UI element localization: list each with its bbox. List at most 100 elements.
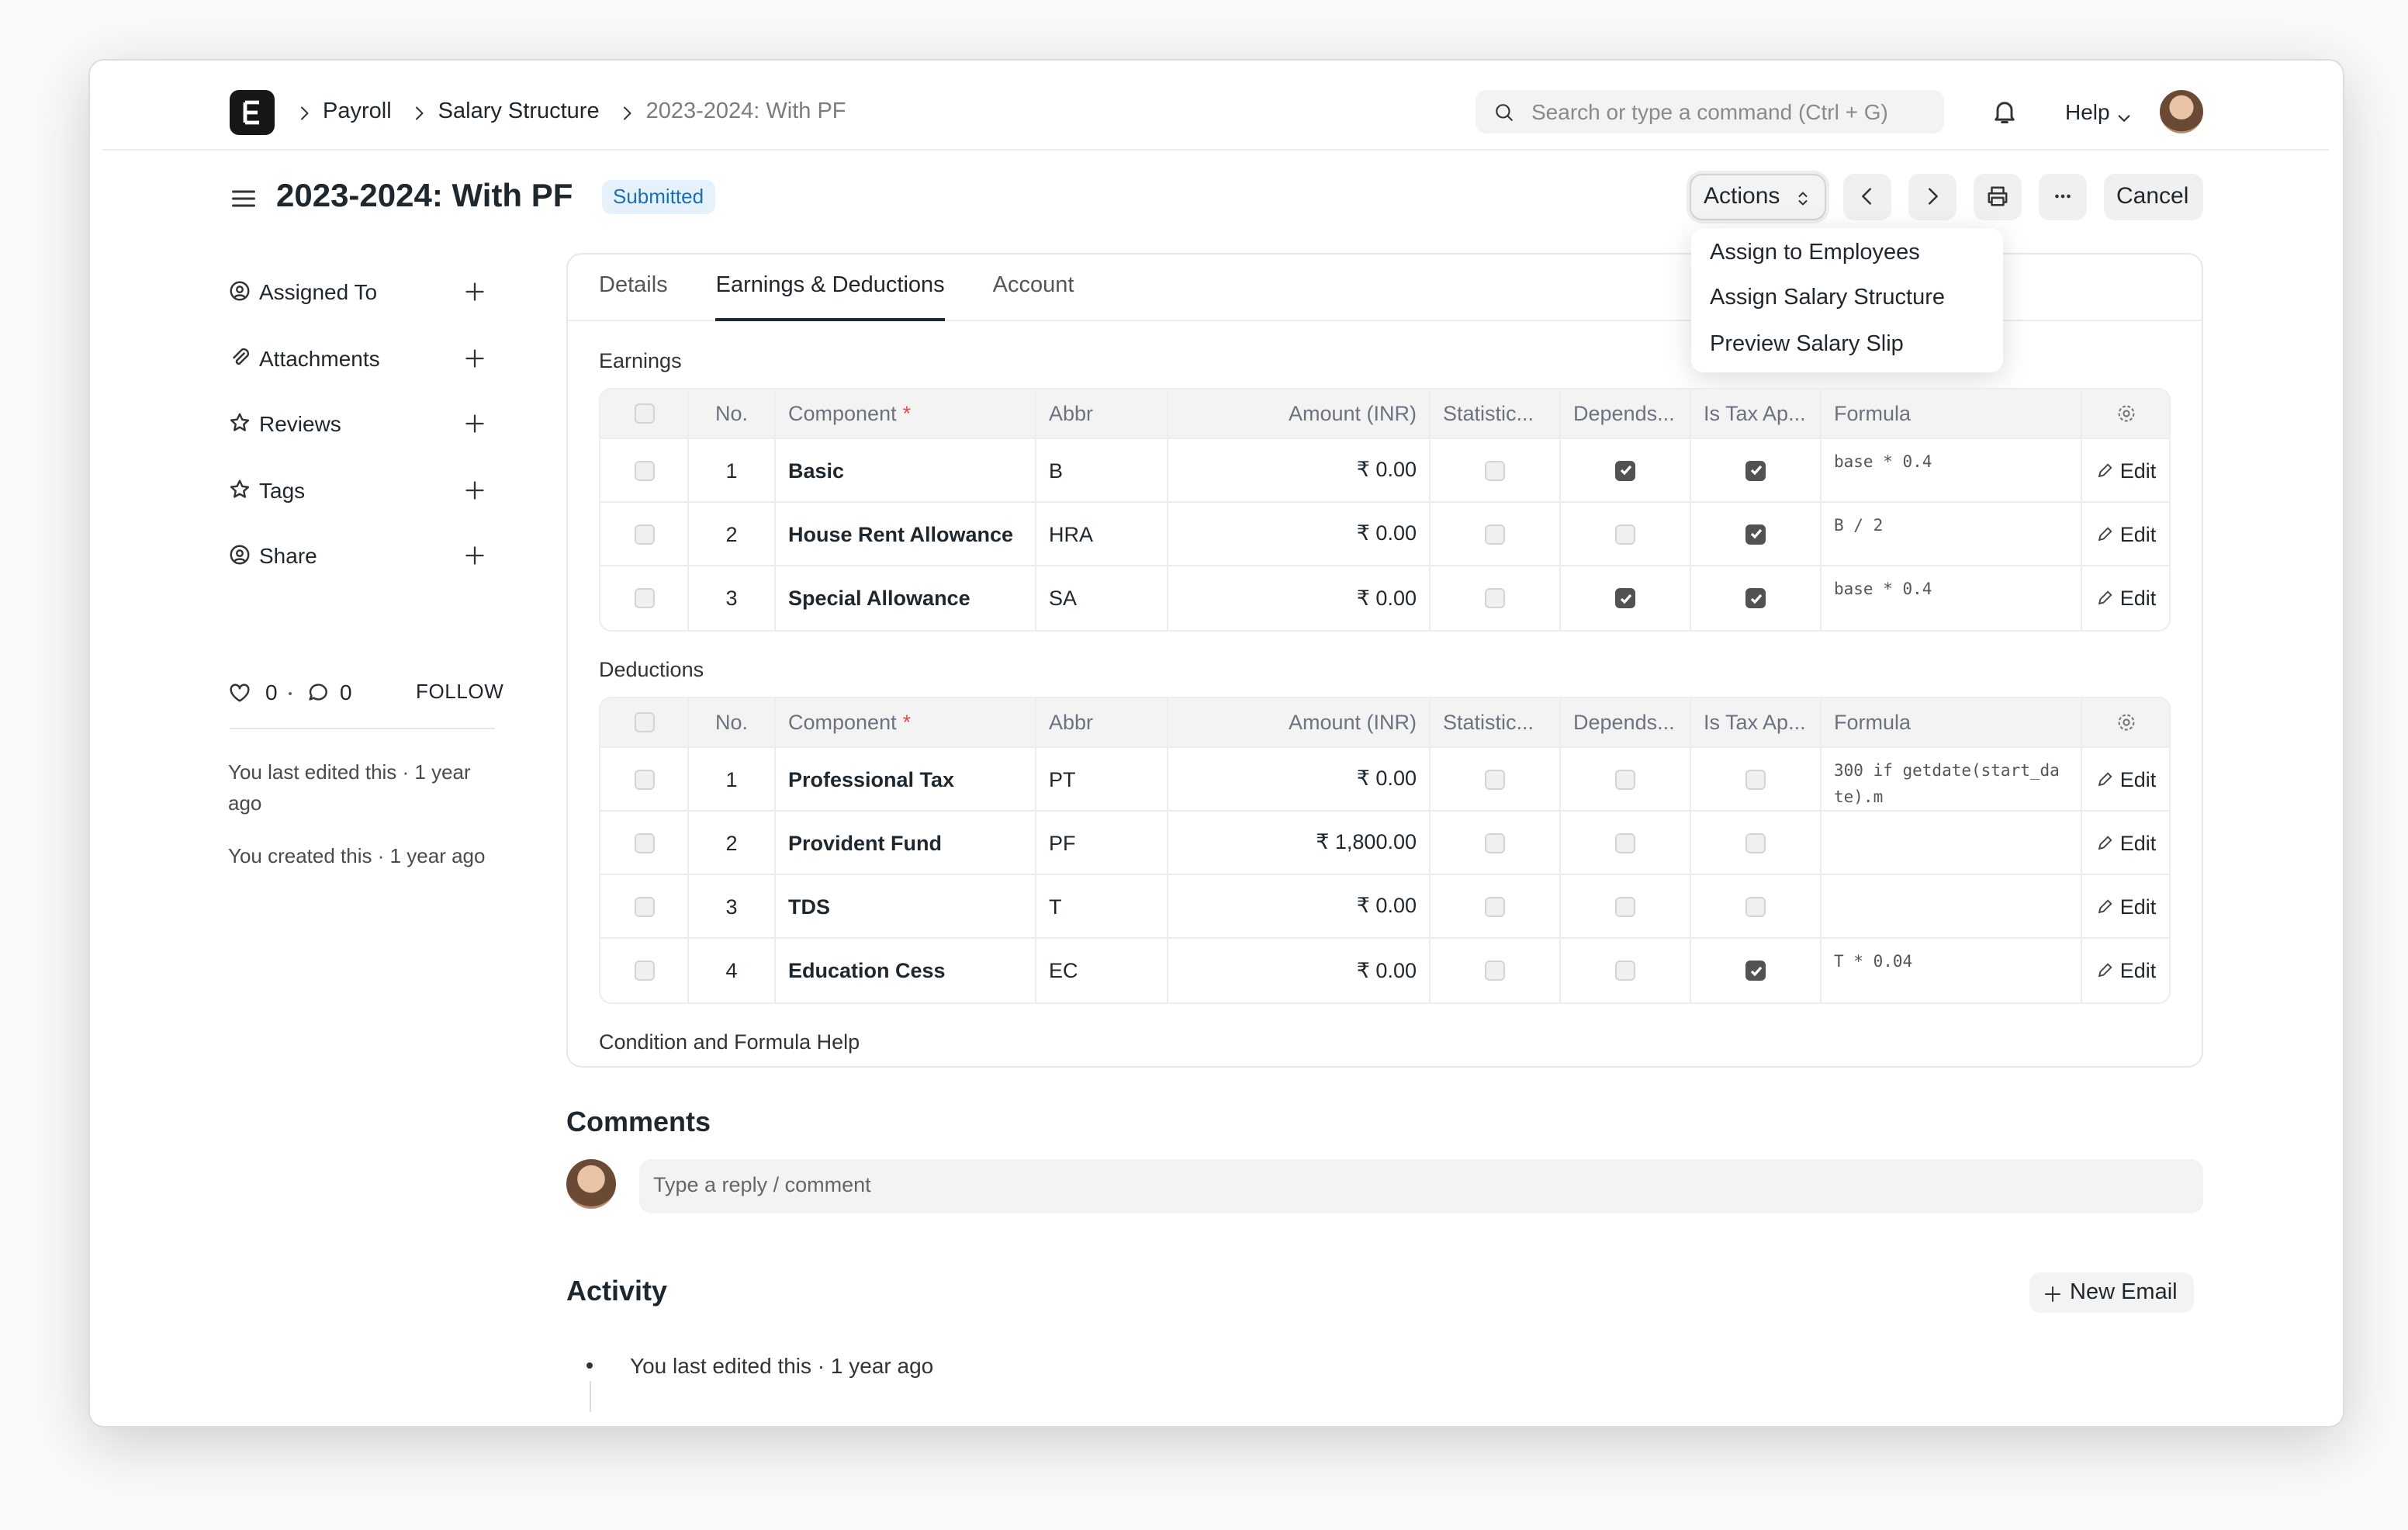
comment-input[interactable] [639,1159,2203,1213]
checkbox[interactable] [1745,460,1766,480]
breadcrumb[interactable]: Payroll [323,99,392,124]
checkbox[interactable] [634,769,654,789]
checkbox[interactable] [1485,832,1505,853]
checkbox[interactable] [1615,832,1635,853]
last-edited: You last edited this · 1 year ago [228,760,471,815]
icon-part [234,558,246,562]
column-header: Depends... [1561,389,1691,439]
checkbox[interactable] [1745,769,1766,789]
checkbox[interactable] [1615,896,1635,916]
previous-button[interactable] [1843,174,1891,220]
sidebar-item[interactable]: Share [259,543,317,568]
header-divider [102,149,2329,151]
created-info: You created this · 1 year ago [228,844,486,867]
activity-title: Activity [566,1276,668,1307]
edit-label: Edit [2119,522,2157,545]
new-email-button[interactable] [2029,1272,2194,1313]
sidebar-item[interactable]: Assigned To [259,279,378,304]
checkbox[interactable] [1485,769,1505,789]
icon-part [1749,465,1762,476]
checkbox[interactable] [1615,460,1635,480]
tab[interactable]: Details [599,273,668,298]
sidebar-item[interactable]: Tags [259,477,306,502]
checkbox[interactable] [634,961,654,981]
checkbox[interactable] [634,460,654,480]
amount: ₹ 0.00 [1168,503,1431,566]
tab[interactable]: Account [992,273,1074,298]
column-header: Statistic... [1431,698,1561,748]
checkbox[interactable] [1745,896,1766,916]
icon-part [2098,771,2113,786]
next-button[interactable] [1908,174,1956,220]
checkbox[interactable] [1615,524,1635,544]
icon-part [2098,526,2113,541]
edit-button[interactable]: Edit [2082,439,2169,503]
edit-button[interactable]: Edit [2082,748,2169,812]
checkbox[interactable] [634,588,654,608]
row-select [600,748,689,812]
checkbox[interactable] [634,403,654,424]
child-table: No. Component * Abbr Amount (INR) Statistic..… [599,697,2171,1004]
icon-part [1496,104,1510,119]
checkbox[interactable] [634,896,654,916]
edit-button[interactable]: Edit [2082,875,2169,939]
checkbox[interactable] [1615,588,1635,608]
edit-button[interactable]: Edit [2082,566,2169,630]
formula-help-link[interactable]: Condition and Formula Help [599,1030,860,1054]
checkbox[interactable] [1485,961,1505,981]
icon-part [2123,410,2130,417]
flag-statistical [1431,812,1561,875]
follow-button[interactable]: FOLLOW [416,680,504,703]
edit-button[interactable]: Edit [2082,812,2169,875]
user-avatar[interactable] [2160,90,2203,133]
child-table: No. Component * Abbr Amount (INR) Statistic..… [599,388,2171,632]
icon-part [232,190,255,207]
icon-part [301,106,309,120]
help-menu[interactable]: Help [2065,99,2110,124]
dot-separator [289,692,292,695]
flag-depends [1561,875,1691,939]
column-header: Component * [776,698,1036,748]
column-settings [2082,389,2169,439]
sidebar-item[interactable]: Attachments [259,345,380,370]
checkbox[interactable] [634,832,654,853]
checkbox[interactable] [1615,769,1635,789]
flag-tax [1691,939,1822,1002]
actions-menu-item[interactable]: Assign Salary Structure [1710,286,1946,311]
column-header: Depends... [1561,698,1691,748]
checkbox[interactable] [634,712,654,732]
checkbox[interactable] [1485,588,1505,608]
abbr: PF [1036,812,1168,875]
checkbox[interactable] [1745,832,1766,853]
actions-menu-item[interactable]: Preview Salary Slip [1710,331,1904,357]
sidebar-add [464,545,486,566]
checkbox[interactable] [1485,896,1505,916]
checkbox[interactable] [1615,961,1635,981]
checkbox[interactable] [1745,961,1766,981]
column-header: No. [689,698,776,748]
app-logo[interactable] [230,90,275,135]
checkbox[interactable] [634,524,654,544]
checkbox[interactable] [1745,588,1766,608]
breadcrumb[interactable]: Salary Structure [438,99,600,124]
tab[interactable]: Earnings & Deductions [715,273,945,298]
edit-button[interactable]: Edit [2082,503,2169,566]
icon-part [230,281,250,301]
edit-label: Edit [2119,459,2157,482]
icon-part [1995,102,2015,123]
comments-title: Comments [566,1106,711,1137]
icon-part [2055,194,2071,199]
formula: base * 0.4 [1822,566,2082,630]
actions-menu-item[interactable]: Assign to Employees [1710,241,1920,265]
search-box[interactable] [1476,90,1944,133]
timeline-dot [586,1362,593,1369]
checkbox[interactable] [1485,460,1505,480]
cancel-button[interactable] [2104,174,2203,220]
checkbox[interactable] [1745,524,1766,544]
actions-button[interactable] [1690,174,1826,220]
row-select [600,503,689,566]
edit-button[interactable]: Edit [2082,939,2169,1002]
icon-part [236,549,244,558]
sidebar-item[interactable]: Reviews [259,411,341,436]
checkbox[interactable] [1485,524,1505,544]
